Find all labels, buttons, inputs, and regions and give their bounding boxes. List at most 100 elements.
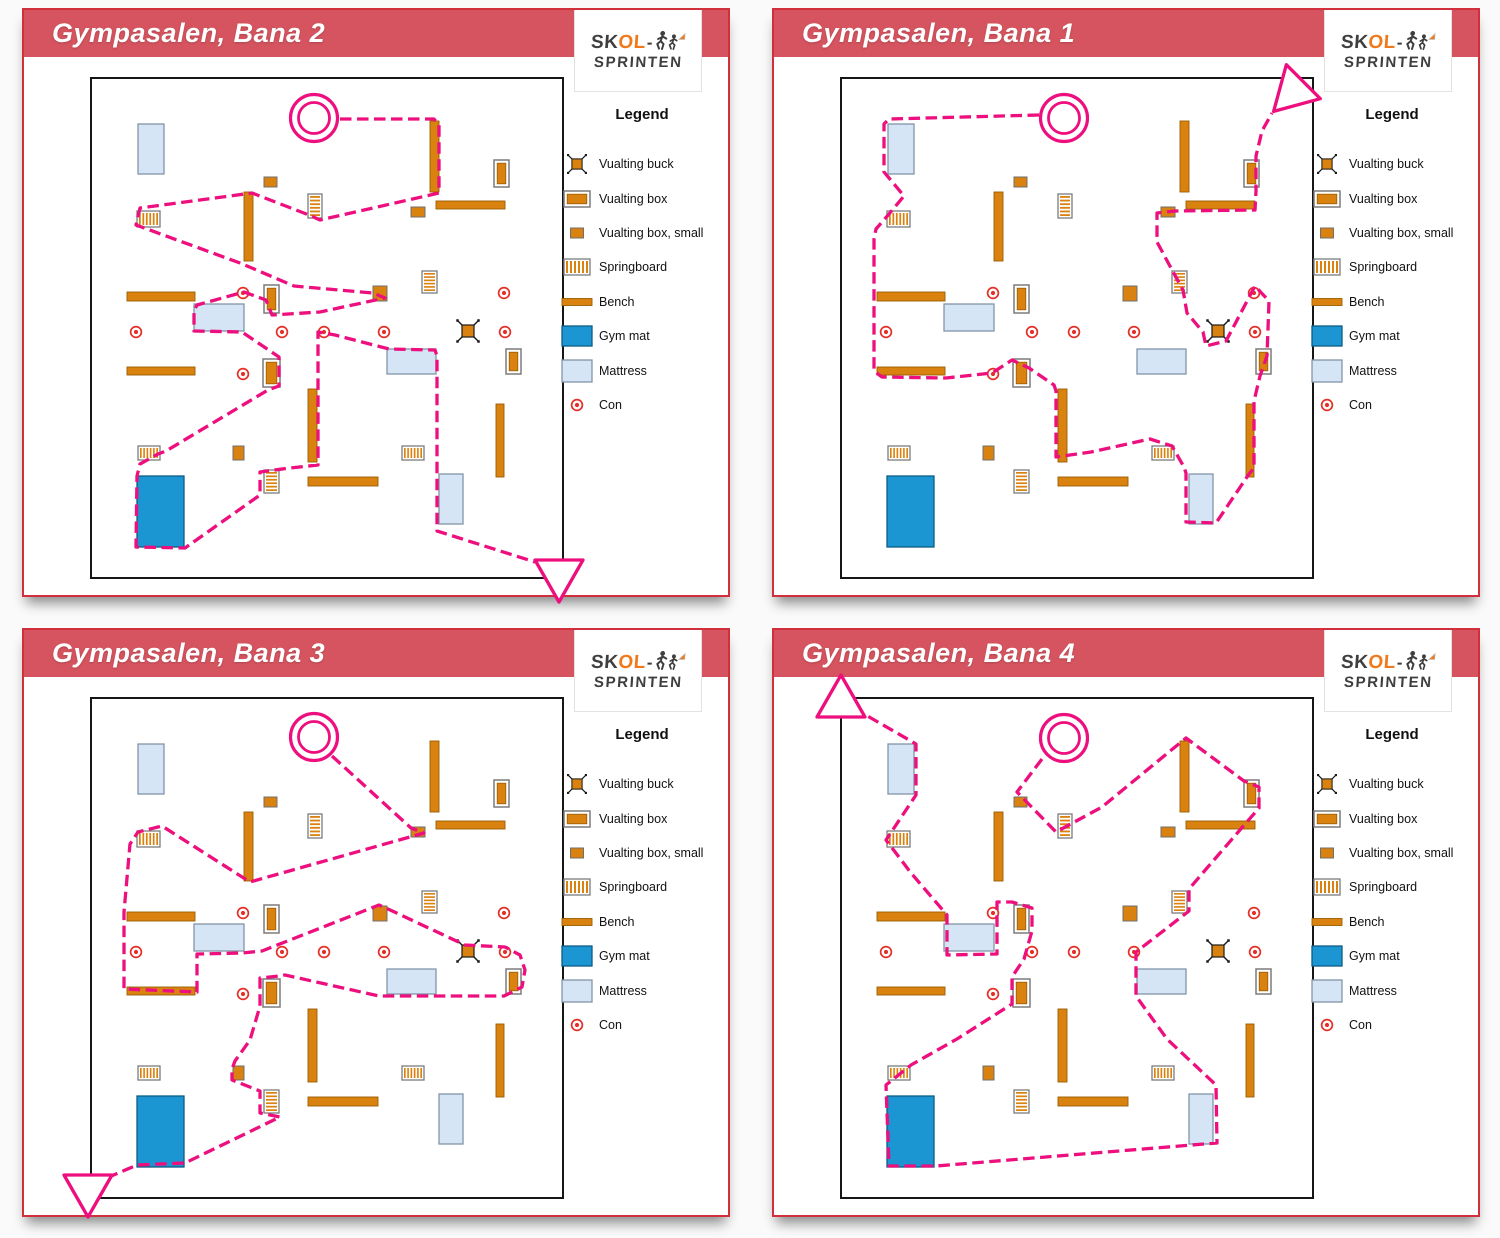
- gym-map: [815, 673, 1314, 1199]
- legend-item-label: Vualting box, small: [599, 225, 704, 240]
- legend-item: Vualting box, small: [1308, 836, 1476, 870]
- legend-item: Vualting box: [558, 181, 726, 215]
- logo-dash: -: [645, 33, 653, 52]
- legend: Legend Vualting buck Vualting box Vualting…: [558, 726, 726, 1042]
- legend-item: Springboard: [558, 250, 726, 284]
- legend-item-label: Vualting box: [599, 191, 668, 206]
- legend-item-label: Gym mat: [599, 949, 650, 964]
- gym-map: [62, 697, 564, 1219]
- legend-item-label: Vualting box, small: [1349, 225, 1454, 240]
- gym-map-drawing: [815, 673, 1272, 1168]
- mattress-icon: [1308, 358, 1346, 384]
- legend-item-label: Vualting box, small: [1349, 845, 1454, 860]
- legend-item: Vualting buck: [558, 767, 726, 801]
- runners-icon: [656, 31, 686, 51]
- legend-item-label: Springboard: [599, 880, 668, 895]
- course-card-bana2: Gympasalen, Bana 2 SK OL - SPRINTEN: [22, 8, 730, 604]
- logo-text-ol: OL: [1367, 32, 1397, 53]
- finish-triangle: [533, 558, 585, 604]
- legend-item: Gym mat: [558, 939, 726, 973]
- bench-icon: [1308, 909, 1346, 935]
- legend-item-label: Bench: [1349, 914, 1385, 929]
- logo-text-ol: OL: [617, 32, 647, 53]
- vaulting-box-small-icon: [558, 220, 596, 246]
- legend-item: Vualting buck: [558, 147, 726, 181]
- legend-item: Con: [558, 388, 726, 422]
- legend-item-label: Mattress: [599, 983, 647, 998]
- gym-map-drawing: [126, 92, 585, 604]
- gym-map-drawing: [62, 711, 527, 1219]
- gym-map-drawing: [872, 63, 1322, 548]
- legend-item: Mattress: [558, 973, 726, 1007]
- legend-item: Gym mat: [1308, 319, 1476, 353]
- legend-item: Bench: [558, 905, 726, 939]
- legend-item: Vualting buck: [1308, 147, 1476, 181]
- legend-item-label: Con: [599, 397, 622, 412]
- finish-triangle: [62, 1173, 114, 1219]
- logo-text-sk: SK: [1340, 652, 1369, 673]
- gym-mat-icon: [558, 323, 596, 349]
- legend-item: Bench: [558, 285, 726, 319]
- legend-item-label: Vualting box: [599, 811, 668, 826]
- legend-item: Mattress: [1308, 973, 1476, 1007]
- logo-text-sk: SK: [1340, 32, 1369, 53]
- legend-item: Vualting box: [558, 801, 726, 835]
- con-icon: [558, 392, 596, 418]
- gym-map: [840, 63, 1322, 579]
- vaulting-box-small-icon: [1308, 220, 1346, 246]
- legend-items: Vualting buck Vualting box Vualting box, s…: [558, 767, 726, 1042]
- vaulting-buck-icon: [558, 151, 596, 177]
- gym-mat-icon: [1308, 943, 1346, 969]
- legend-item: Bench: [1308, 905, 1476, 939]
- legend-item: Gym mat: [1308, 939, 1476, 973]
- legend-item-label: Bench: [599, 294, 635, 309]
- legend-item-label: Con: [1349, 397, 1372, 412]
- springboard-icon: [1308, 254, 1346, 280]
- skolsprinten-logo: SK OL - SPRINTEN: [574, 10, 702, 92]
- logo-text-sk: SK: [590, 32, 619, 53]
- legend-item-label: Gym mat: [1349, 329, 1400, 344]
- legend-item-label: Bench: [599, 914, 635, 929]
- mattress-icon: [558, 978, 596, 1004]
- legend-item: Vualting buck: [1308, 767, 1476, 801]
- gym-mat-icon: [558, 943, 596, 969]
- logo-wordmark: SK OL -: [1340, 30, 1436, 56]
- logo-dash: -: [645, 653, 653, 672]
- logo-wordmark: SK OL -: [590, 30, 686, 56]
- springboard-icon: [558, 874, 596, 900]
- legend-title: Legend: [1365, 106, 1419, 123]
- vaulting-buck-icon: [558, 771, 596, 797]
- legend-item: Springboard: [558, 870, 726, 904]
- vaulting-box-icon: [1308, 806, 1346, 832]
- legend-item-label: Bench: [1349, 294, 1385, 309]
- logo-wordmark: SK OL -: [1340, 650, 1436, 676]
- finish-triangle: [1271, 63, 1322, 114]
- legend-item: Con: [558, 1008, 726, 1042]
- legend-item: Vualting box, small: [1308, 216, 1476, 250]
- legend-title: Legend: [615, 726, 669, 743]
- card-title: Gympasalen, Bana 2: [52, 18, 326, 48]
- legend-items: Vualting buck Vualting box Vualting box, s…: [1308, 147, 1476, 422]
- legend: Legend Vualting buck Vualting box Vualting…: [1308, 106, 1476, 422]
- logo-dash: -: [1395, 653, 1403, 672]
- legend-item: Con: [1308, 1008, 1476, 1042]
- logo-text-sprinten: SPRINTEN: [593, 54, 683, 71]
- gym-map: [90, 77, 585, 604]
- legend-item-label: Springboard: [1349, 880, 1418, 895]
- legend-item-label: Con: [1349, 1017, 1372, 1032]
- legend-items: Vualting buck Vualting box Vualting box, s…: [558, 147, 726, 422]
- legend-item-label: Vualting box, small: [599, 845, 704, 860]
- card-title: Gympasalen, Bana 3: [52, 638, 326, 668]
- mattress-icon: [558, 358, 596, 384]
- legend-item-label: Vualting buck: [599, 157, 674, 172]
- logo-text-ol: OL: [617, 652, 647, 673]
- legend-item-label: Vualting box: [1349, 191, 1418, 206]
- logo-text-sk: SK: [590, 652, 619, 673]
- con-icon: [1308, 392, 1346, 418]
- course-card-bana1: Gympasalen, Bana 1 SK OL - SPRINTEN: [772, 8, 1480, 597]
- legend-item-label: Vualting box: [1349, 811, 1418, 826]
- course-card-bana3: Gympasalen, Bana 3 SK OL - SPRINTEN: [22, 628, 730, 1219]
- legend-item-label: Springboard: [599, 260, 668, 275]
- bench-icon: [1308, 289, 1346, 315]
